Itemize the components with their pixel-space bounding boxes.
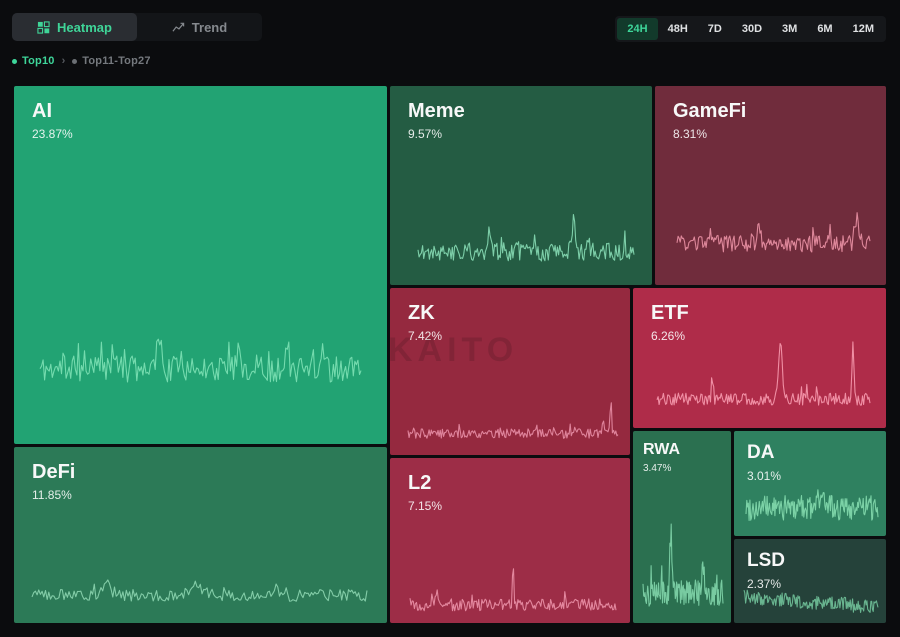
tile-rwa[interactable]: RWA 3.47%	[633, 431, 731, 623]
range-6m-button[interactable]: 6M	[807, 18, 842, 40]
range-12m-button[interactable]: 12M	[843, 18, 884, 40]
sparkline-l2	[409, 568, 617, 612]
tile-lsd-change: 2.37%	[747, 576, 782, 591]
tile-l2-title: L2	[408, 472, 432, 494]
gray-dot-icon	[72, 58, 78, 64]
tile-ai-change: 23.87%	[32, 127, 73, 141]
breadcrumb-top10-label: Top10	[22, 55, 55, 67]
sparkline-da	[745, 489, 879, 522]
tile-defi-change: 11.85%	[32, 488, 72, 502]
tile-zk[interactable]: ZK 7.42%	[390, 288, 630, 455]
chevron-right-icon: ›	[61, 55, 66, 67]
tile-meme-change: 9.57%	[408, 127, 443, 141]
trend-line-icon	[172, 21, 185, 34]
tile-zk-change: 7.42%	[408, 329, 443, 343]
sparkline-etf	[656, 341, 871, 406]
tile-da[interactable]: DA 3.01%	[734, 431, 886, 536]
sparkline-meme	[417, 213, 635, 262]
tile-gamefi-title: GameFi	[673, 100, 747, 122]
sparkline-defi	[31, 579, 368, 602]
tab-trend[interactable]: Trend	[137, 13, 262, 41]
tile-rwa-change: 3.47%	[643, 462, 672, 474]
tile-lsd[interactable]: LSD 2.37%	[734, 539, 886, 623]
tab-heatmap-label: Heatmap	[57, 19, 112, 35]
tile-etf-change: 6.26%	[651, 329, 686, 343]
tile-meme[interactable]: Meme 9.57%	[390, 86, 652, 285]
tile-defi[interactable]: DeFi 11.85%	[14, 447, 387, 623]
tab-heatmap[interactable]: Heatmap	[12, 13, 137, 41]
breadcrumb-top10[interactable]: Top10	[12, 55, 55, 67]
breadcrumb-top11-top27-label: Top11-Top27	[82, 55, 151, 67]
tile-etf-title: ETF	[651, 302, 689, 324]
tile-ai-title: AI	[32, 100, 52, 122]
tile-meme-title: Meme	[408, 100, 465, 122]
range-3m-button[interactable]: 3M	[772, 18, 807, 40]
tile-etf[interactable]: ETF 6.26%	[633, 288, 886, 428]
breadcrumb-top11-top27[interactable]: Top11-Top27	[72, 55, 150, 67]
view-tabs: Heatmap Trend	[12, 13, 262, 41]
time-range-group: 24H 48H 7D 30D 3M 6M 12M	[615, 16, 886, 42]
breadcrumb: Top10 › Top11-Top27	[12, 55, 151, 67]
tile-rwa-title: RWA	[643, 441, 681, 458]
heatmap-grid-icon	[37, 20, 50, 34]
sparkline-rwa	[642, 523, 724, 607]
tile-zk-title: ZK	[408, 302, 435, 324]
tile-l2[interactable]: L2 7.15%	[390, 458, 630, 623]
tile-gamefi-change: 8.31%	[673, 127, 708, 141]
topbar: Heatmap Trend 24H 48H 7D 30D 3M 6M 12M	[0, 0, 900, 48]
tile-lsd-title: LSD	[747, 550, 785, 571]
sparkline-zk	[407, 402, 619, 439]
range-30d-button[interactable]: 30D	[732, 18, 772, 40]
green-dot-icon	[12, 58, 17, 64]
range-24h-button[interactable]: 24H	[617, 18, 658, 40]
range-7d-button[interactable]: 7D	[698, 18, 732, 40]
range-48h-button[interactable]: 48H	[658, 18, 698, 40]
tile-da-title: DA	[747, 442, 775, 463]
tile-l2-change: 7.15%	[408, 499, 443, 513]
treemap: AI 23.87% Meme 9.57% GameFi 8.31% ZK 7.42% ETF 6.…	[14, 86, 886, 623]
tab-trend-label: Trend	[191, 19, 228, 35]
sparkline-gamefi	[676, 212, 871, 253]
sparkline-ai	[39, 338, 362, 383]
tile-ai[interactable]: AI 23.87%	[14, 86, 387, 444]
sparkline-lsd	[743, 589, 879, 613]
tile-da-change: 3.01%	[747, 468, 782, 483]
tile-gamefi[interactable]: GameFi 8.31%	[655, 86, 886, 285]
tile-defi-title: DeFi	[32, 461, 76, 483]
